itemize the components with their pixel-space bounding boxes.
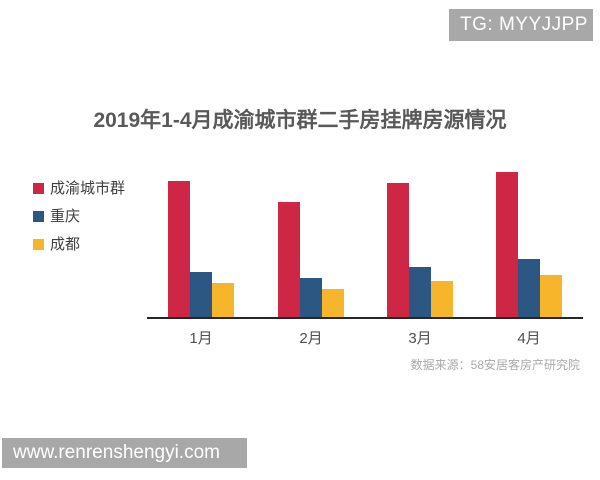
legend-swatch xyxy=(33,183,44,194)
legend-swatch xyxy=(33,239,44,250)
bar-1月-成渝城市群 xyxy=(168,181,190,317)
bar-2月-成都 xyxy=(322,289,344,317)
x-axis-label-3月: 3月 xyxy=(408,330,432,347)
bar-3月-成都 xyxy=(431,281,453,317)
bar-3月-重庆 xyxy=(409,267,431,317)
legend-item-成渝城市群: 成渝城市群 xyxy=(33,181,125,196)
bar-3月-成渝城市群 xyxy=(387,183,409,317)
telegram-watermark-text: TG: MYYJJPP xyxy=(460,14,588,35)
bar-4月-成都 xyxy=(540,275,562,317)
chart-title: 2019年1-4月成渝城市群二手房挂牌房源情况 xyxy=(93,109,507,132)
data-source-note: 数据来源：58安居客房产研究院 xyxy=(410,358,580,372)
telegram-watermark-badge: TG: MYYJJPP xyxy=(449,9,593,41)
x-axis-label-4月: 4月 xyxy=(517,330,541,347)
x-axis-label-1月: 1月 xyxy=(189,330,213,347)
legend-item-重庆: 重庆 xyxy=(33,209,125,224)
bar-4月-重庆 xyxy=(518,259,540,317)
bar-4月-成渝城市群 xyxy=(496,172,518,317)
bar-2月-重庆 xyxy=(300,278,322,317)
legend-label: 成都 xyxy=(50,236,81,253)
bar-2月-成渝城市群 xyxy=(278,202,300,317)
bar-1月-成都 xyxy=(212,283,234,317)
bar-1月-重庆 xyxy=(190,272,212,317)
legend-swatch xyxy=(33,211,44,222)
chart-legend: 成渝城市群 重庆 成都 xyxy=(33,181,125,265)
website-watermark-bar: www.renrenshengyi.com xyxy=(2,438,247,468)
plot-area: 1月 2月 3月 4月 xyxy=(147,160,583,347)
x-axis-label-2月: 2月 xyxy=(299,330,323,347)
website-watermark-text: www.renrenshengyi.com xyxy=(13,442,220,463)
legend-label: 成渝城市群 xyxy=(50,180,126,197)
legend-item-成都: 成都 xyxy=(33,237,125,252)
legend-label: 重庆 xyxy=(50,208,81,225)
